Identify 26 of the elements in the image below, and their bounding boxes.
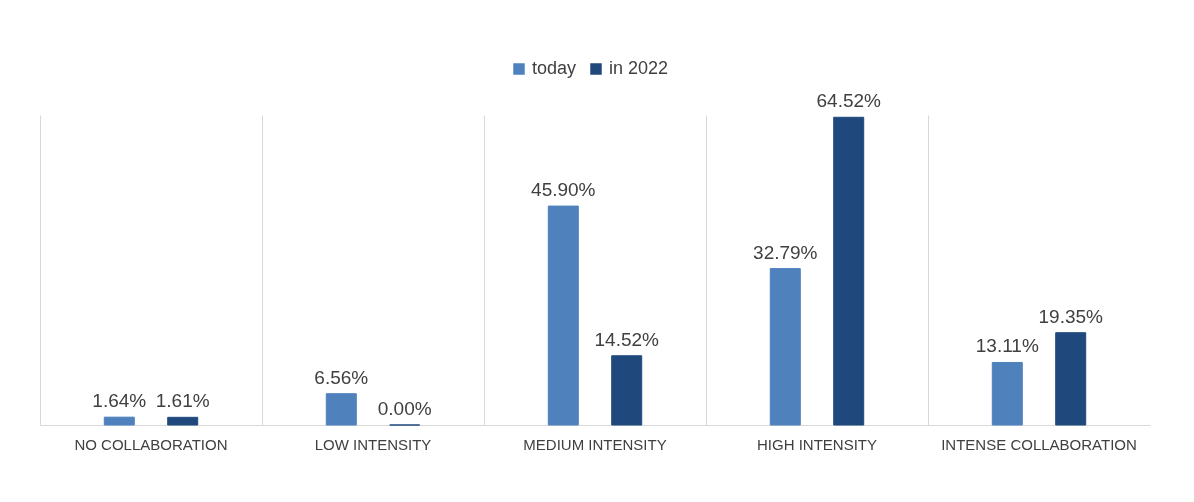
data-label: 19.35% — [1038, 305, 1104, 327]
data-label: 64.52% — [816, 90, 882, 112]
x-tick-label: NO COLLABORATION — [74, 435, 228, 453]
bar — [991, 361, 1023, 426]
bar — [547, 205, 579, 426]
bar — [769, 268, 801, 426]
data-label: 6.56% — [314, 366, 369, 388]
legend-label: today — [532, 58, 577, 78]
x-tick-label: INTENSE COLLABORATION — [941, 435, 1137, 453]
data-label: 0.00% — [377, 398, 432, 419]
legend-label: in 2022 — [609, 58, 669, 78]
x-tick-label: MEDIUM INTENSITY — [523, 435, 667, 453]
data-label: 1.64% — [92, 390, 147, 412]
x-tick-label: LOW INTENSITY — [314, 435, 432, 453]
bar — [833, 116, 865, 426]
data-label: 32.79% — [753, 241, 818, 263]
bar — [1055, 332, 1087, 426]
data-label: 45.90% — [531, 179, 596, 201]
bar — [167, 416, 199, 426]
x-tick-label: HIGH INTENSITY — [756, 435, 878, 453]
data-label: 13.11% — [975, 335, 1039, 357]
bar — [103, 416, 135, 426]
bar — [325, 393, 357, 426]
data-label: 14.52% — [594, 328, 660, 350]
bar — [611, 355, 643, 426]
data-label: 1.61% — [155, 390, 210, 412]
